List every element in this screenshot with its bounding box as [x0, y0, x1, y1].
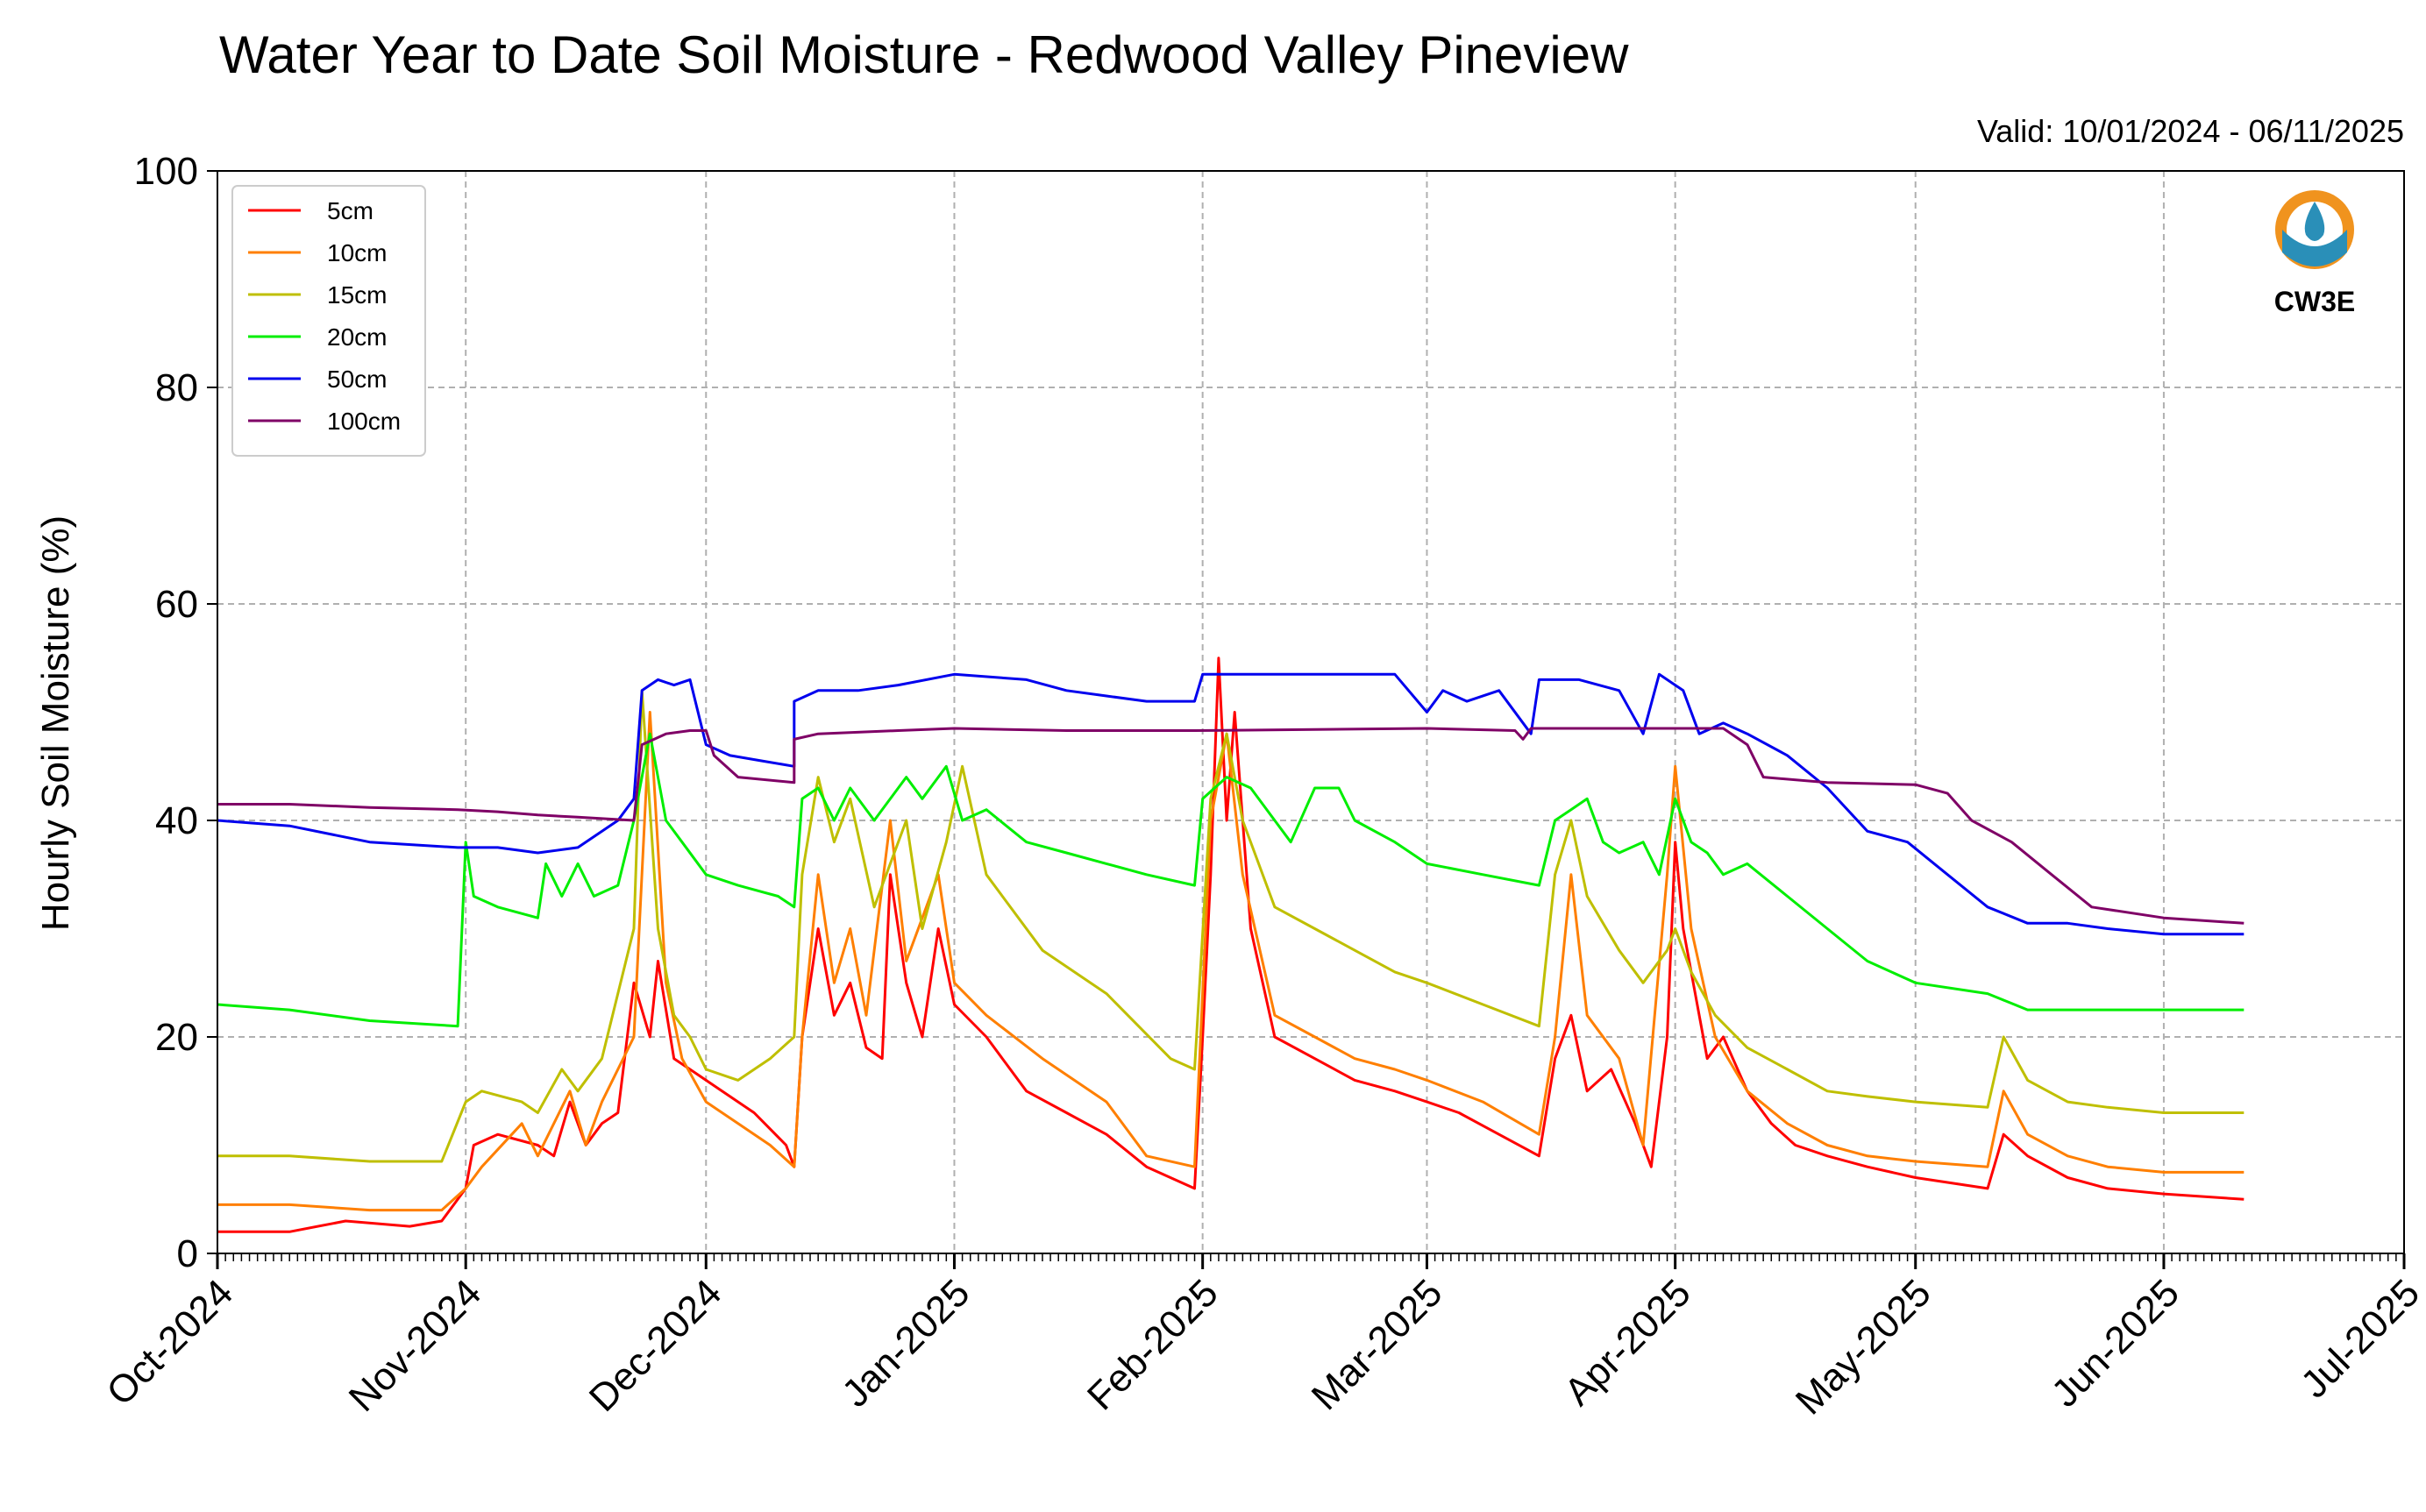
y-axis-label: Hourly Soil Moisture (%): [34, 515, 77, 931]
series-line-15cm: [217, 689, 2245, 1163]
x-tick-label: Jul-2025: [2293, 1271, 2426, 1406]
x-tick-label: Nov-2024: [341, 1271, 490, 1420]
y-tick-label: 100: [134, 150, 198, 193]
series-line-10cm: [217, 711, 2245, 1212]
legend-label-5cm: 5cm: [327, 197, 374, 224]
x-tick-label: Mar-2025: [1304, 1271, 1451, 1418]
legend: 5cm 10cm 15cm 20cm 50cm 100cm: [231, 185, 426, 457]
y-axis-ticks: 0 20 40 60 80 100: [134, 150, 217, 1275]
x-tick-label: Apr-2025: [1556, 1271, 1699, 1414]
legend-label-100cm: 100cm: [327, 408, 401, 435]
plot-frame: [217, 170, 2405, 1254]
cw3e-logo: CW3E: [2274, 190, 2355, 317]
y-tick-label: 40: [155, 799, 198, 842]
x-axis-ticks: Oct-2024 Nov-2024 Dec-2024 Jan-2025 Feb-2025…: [98, 1253, 2426, 1423]
x-tick-label: Jun-2025: [2044, 1271, 2188, 1415]
series-layer: [217, 657, 2245, 1233]
x-tick-label: Jan-2025: [834, 1271, 978, 1415]
legend-label-20cm: 20cm: [327, 323, 387, 351]
series-line-5cm: [217, 657, 2245, 1233]
valid-date-range: Valid: 10/01/2024 - 06/11/2025: [1977, 113, 2404, 149]
x-tick-label: Feb-2025: [1079, 1271, 1227, 1418]
logo-text: CW3E: [2274, 286, 2355, 317]
y-tick-label: 60: [155, 583, 198, 626]
series-line-100cm: [217, 727, 2245, 925]
logo-drop-icon: [2304, 202, 2325, 241]
minor-ticks: [217, 1253, 2405, 1261]
series-line-50cm: [217, 672, 2245, 936]
legend-label-50cm: 50cm: [327, 366, 387, 393]
series-line-20cm: [217, 732, 2245, 1028]
grid-lines: [217, 170, 2405, 1254]
logo-wave-icon: [2282, 230, 2347, 266]
x-tick-label: Oct-2024: [98, 1271, 241, 1414]
chart-title: Water Year to Date Soil Moisture - Redwo…: [219, 25, 1629, 84]
y-tick-label: 20: [155, 1016, 198, 1059]
y-tick-label: 0: [177, 1232, 198, 1275]
y-tick-label: 80: [155, 366, 198, 409]
x-tick-label: May-2025: [1788, 1271, 1939, 1423]
legend-label-15cm: 15cm: [327, 281, 387, 309]
legend-label-10cm: 10cm: [327, 239, 387, 266]
x-tick-label: Dec-2024: [581, 1271, 730, 1420]
